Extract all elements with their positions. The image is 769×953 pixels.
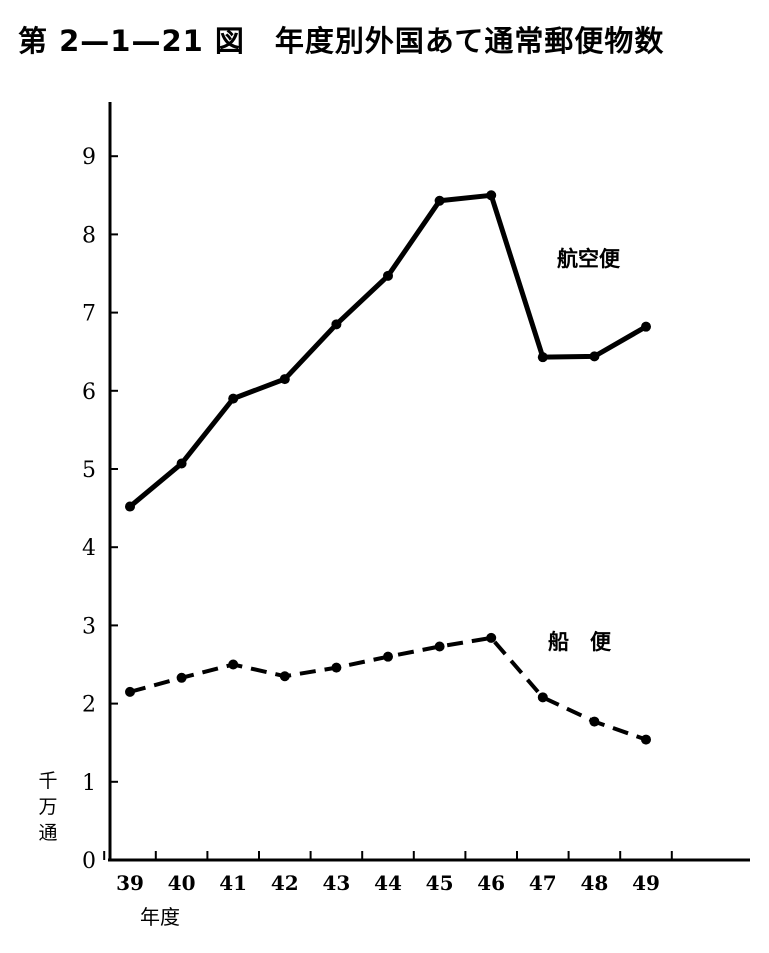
data-point	[641, 734, 651, 745]
data-point	[331, 319, 342, 330]
data-point	[279, 671, 290, 682]
data-point	[589, 351, 600, 362]
x-tick-label: 45	[426, 871, 454, 895]
y-tick-label: 3	[82, 614, 96, 639]
data-point	[383, 651, 393, 662]
data-point	[486, 632, 497, 643]
y-tick-label: 8	[82, 223, 96, 248]
data-point	[383, 270, 393, 281]
x-tick-label: 40	[168, 871, 196, 895]
data-point	[176, 458, 187, 469]
data-point	[641, 321, 651, 332]
data-point	[176, 672, 187, 683]
y-tick-label: 1	[82, 771, 96, 796]
series-label-surface-mail: 船 便	[548, 630, 612, 654]
x-axis-label: 年度	[140, 905, 180, 929]
y-axis-label: 千万通	[38, 770, 57, 844]
y-tick-label: 5	[82, 458, 96, 483]
x-tick-label: 49	[632, 871, 660, 895]
x-tick-label: 39	[116, 871, 144, 895]
series-layer	[125, 190, 651, 745]
labels-layer: 航空便 船 便 千万通 年度	[38, 247, 621, 929]
y-ticks: 0 1 2 3 4 5 6 7 8 9	[82, 145, 118, 874]
y-tick-label: 6	[82, 380, 96, 405]
x-tick-label: 44	[374, 871, 402, 895]
x-ticks: 39 40 41 42 43 44 45 46 47 48 49	[103, 851, 673, 895]
y-tick-label: 9	[82, 145, 96, 170]
x-tick-label: 47	[529, 871, 557, 895]
series-line-air-mail	[127, 192, 649, 510]
x-tick-label: 48	[580, 871, 608, 895]
page-title: 第 2—1—21 図 年度別外国あて通常郵便物数	[18, 24, 665, 58]
data-point	[589, 716, 600, 727]
data-point	[537, 352, 548, 363]
data-point	[125, 501, 135, 512]
series-label-air-mail: 航空便	[557, 247, 621, 271]
x-tick-label: 43	[322, 871, 350, 895]
data-point	[434, 195, 445, 206]
x-tick-label: 46	[477, 871, 505, 895]
data-point	[331, 662, 342, 673]
y-tick-label: 2	[82, 693, 96, 718]
x-tick-label: 41	[219, 871, 247, 895]
y-tick-label: 4	[82, 536, 96, 561]
y-tick-label: 7	[82, 302, 96, 327]
data-point	[279, 374, 290, 385]
data-point	[537, 692, 548, 703]
x-tick-label: 42	[271, 871, 299, 895]
y-tick-label: 0	[82, 849, 96, 874]
data-point	[228, 659, 239, 670]
data-point	[125, 686, 135, 697]
data-point	[434, 641, 445, 652]
data-point	[228, 393, 239, 404]
data-point	[486, 190, 497, 201]
